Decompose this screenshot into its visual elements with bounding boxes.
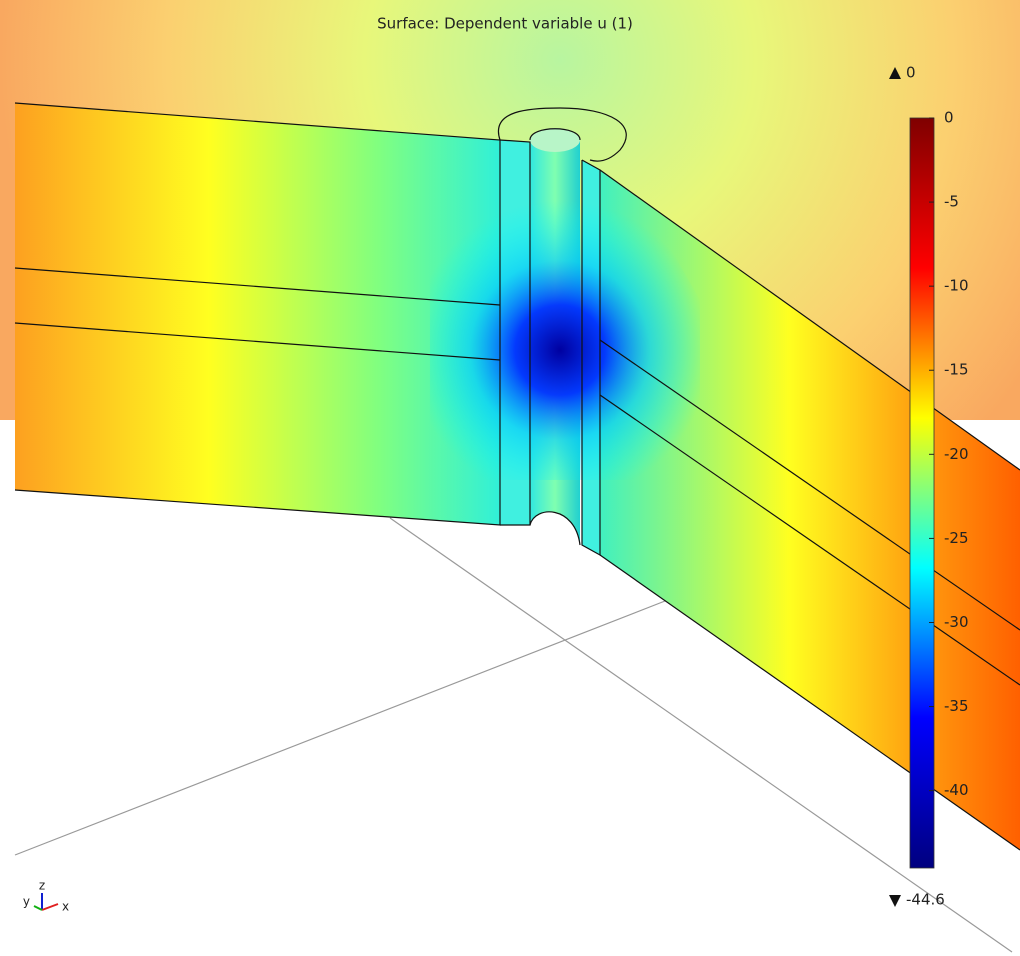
colorbar-tick-label: 0: [944, 109, 954, 127]
colorbar-tick-label: -5: [944, 193, 959, 211]
left-panel: [15, 103, 500, 525]
colorbar: [910, 118, 934, 868]
min-label: -44.6: [906, 891, 945, 909]
colorbar-tick-label: -20: [944, 445, 969, 463]
colorbar-tick-label: -35: [944, 697, 969, 715]
colorbar-tick-label: -15: [944, 361, 969, 379]
colorbar-tick-label: -30: [944, 613, 969, 631]
z-label: z: [39, 879, 45, 893]
colorbar-tick-label: -10: [944, 277, 969, 295]
colorbar-tick-label: -40: [944, 781, 969, 799]
chart-title: Surface: Dependent variable u (1): [377, 15, 633, 33]
y-label: y: [23, 895, 30, 909]
x-label: x: [62, 900, 69, 914]
page: {"chart_data": {"type": "surface", "titl…: [0, 0, 1020, 956]
chart: Surface: Dependent variable u (1) 0 -44.…: [0, 0, 1020, 956]
max-label: 0: [906, 64, 916, 82]
colorbar-tick-label: -25: [944, 529, 969, 547]
